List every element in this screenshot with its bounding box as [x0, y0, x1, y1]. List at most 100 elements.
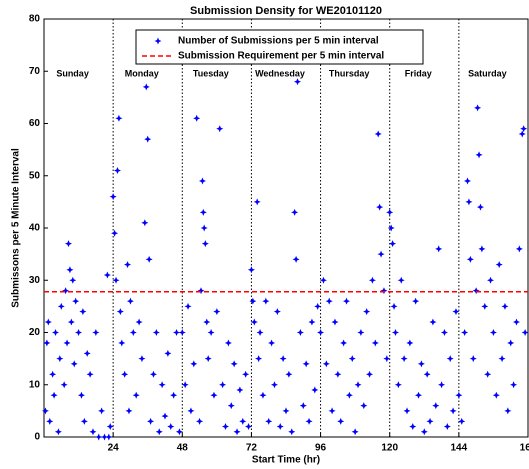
point: [132, 391, 140, 399]
point: [487, 276, 495, 284]
point: [44, 318, 52, 326]
point: [105, 433, 113, 441]
point: [308, 318, 316, 326]
point: [46, 417, 54, 425]
y-tick-label: 40: [29, 223, 41, 234]
point: [125, 407, 133, 415]
point: [62, 287, 70, 295]
y-tick-label: 50: [29, 170, 41, 181]
point: [492, 391, 500, 399]
point: [351, 428, 359, 436]
point: [484, 370, 492, 378]
point: [247, 266, 255, 274]
point: [161, 412, 169, 420]
point: [432, 402, 440, 410]
point: [141, 219, 149, 227]
point: [72, 297, 80, 305]
x-tick-label: 72: [246, 443, 258, 454]
day-label: Friday: [405, 68, 432, 78]
point: [144, 135, 152, 143]
point: [501, 302, 509, 310]
point: [420, 428, 428, 436]
chart-title: Submission Density for WE20101120: [190, 5, 382, 17]
point: [49, 370, 57, 378]
point: [98, 407, 106, 415]
x-tick-label: 48: [177, 443, 189, 454]
point: [520, 125, 528, 133]
point: [54, 428, 62, 436]
point: [464, 177, 471, 185]
y-tick-label: 30: [29, 275, 41, 286]
point: [199, 208, 207, 216]
day-label: Sunday: [56, 68, 89, 78]
point: [95, 433, 103, 441]
point: [124, 261, 132, 269]
point: [331, 318, 339, 326]
point: [230, 360, 238, 368]
y-tick-label: 80: [29, 14, 41, 25]
point: [429, 318, 437, 326]
point: [204, 355, 212, 363]
point: [170, 391, 178, 399]
point: [357, 329, 365, 336]
point: [340, 339, 348, 347]
point: [291, 208, 299, 216]
point: [409, 423, 417, 431]
point: [118, 339, 126, 347]
point: [224, 339, 232, 347]
point: [207, 329, 215, 336]
point: [311, 386, 319, 394]
legend-entry: Number of Submissions per 5 min interval: [178, 36, 379, 47]
point: [455, 391, 463, 399]
point: [198, 177, 206, 185]
point: [406, 339, 414, 347]
point: [521, 329, 529, 336]
point: [296, 329, 304, 336]
x-tick-label: 144: [451, 443, 468, 454]
point: [475, 151, 483, 159]
point: [363, 308, 371, 316]
point: [50, 391, 58, 399]
y-axis-label: Submissons per 5 Minute Interval: [11, 148, 22, 308]
point: [135, 318, 143, 326]
point: [389, 240, 397, 248]
point: [147, 417, 155, 425]
point: [181, 381, 189, 389]
point: [328, 407, 336, 415]
point: [173, 329, 181, 336]
point: [145, 255, 153, 263]
point: [115, 114, 123, 122]
point: [155, 428, 163, 436]
point: [472, 287, 480, 295]
point: [63, 339, 71, 347]
x-tick-label: 168: [520, 443, 529, 454]
point: [178, 329, 186, 336]
point: [142, 83, 150, 91]
y-tick-label: 70: [29, 66, 41, 77]
point: [184, 302, 192, 310]
point: [112, 276, 120, 284]
point: [518, 130, 526, 138]
point: [268, 339, 276, 347]
point: [354, 381, 362, 389]
point: [56, 355, 64, 363]
point: [512, 318, 520, 326]
point: [259, 391, 267, 399]
point: [60, 381, 68, 389]
point: [466, 255, 474, 263]
point: [348, 355, 356, 363]
point: [255, 355, 263, 363]
point: [292, 255, 300, 263]
point: [360, 402, 368, 410]
point: [435, 245, 443, 253]
point: [294, 78, 302, 86]
point: [89, 428, 97, 436]
point: [449, 407, 457, 415]
point: [203, 318, 211, 326]
point: [495, 261, 503, 269]
point: [64, 240, 72, 248]
point: [116, 308, 124, 316]
x-axis-label: Start Time (hr): [252, 455, 320, 466]
point: [317, 329, 325, 336]
